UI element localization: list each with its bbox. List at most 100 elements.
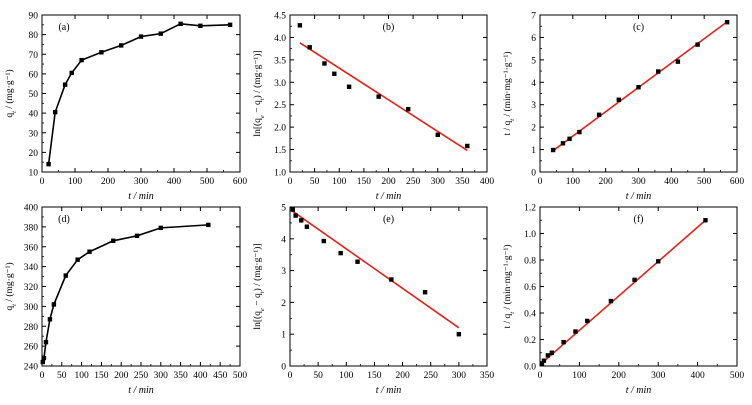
data-point bbox=[307, 45, 312, 50]
x-tick-label: 600 bbox=[233, 177, 248, 187]
chart-panel-a: 0 100 200 300 400 500 600 10 20 30 40 50 60 70 80 90 t /… bbox=[4, 12, 247, 203]
x-tick-label: 100 bbox=[68, 177, 83, 187]
y-tick-label: 5 bbox=[281, 204, 286, 214]
data-point bbox=[596, 112, 602, 118]
x-tick-label: 0 bbox=[40, 371, 45, 381]
data-point bbox=[227, 22, 233, 28]
data-point bbox=[539, 361, 545, 366]
y-tick-label: 1.5 bbox=[274, 146, 286, 156]
y-tick-label: 10 bbox=[29, 169, 39, 179]
data-point bbox=[561, 339, 566, 345]
y-axis-label: ln[(qe − qt) / (mg·g⁻¹)] bbox=[252, 50, 266, 136]
x-tick-label: 350 bbox=[455, 177, 470, 187]
data-point bbox=[456, 332, 462, 337]
data-point bbox=[304, 224, 310, 229]
data-point bbox=[573, 329, 578, 334]
data-point bbox=[675, 59, 681, 64]
y-tick-label: 2.0 bbox=[274, 124, 286, 134]
data-point bbox=[376, 94, 381, 99]
x-tick-label: 450 bbox=[213, 371, 228, 381]
y-axis-label: qt / (mg·g⁻¹) bbox=[4, 69, 18, 117]
data-point bbox=[656, 259, 661, 264]
data-point bbox=[435, 132, 440, 137]
y-tick-label: 1.0 bbox=[274, 169, 286, 179]
x-tick-label: 350 bbox=[480, 371, 495, 381]
y-tick-label: 0 bbox=[531, 169, 536, 179]
x-tick-label: 0 bbox=[538, 371, 543, 381]
y-tick-label: 80 bbox=[29, 31, 39, 41]
y-tick-label: 0.2 bbox=[524, 336, 536, 346]
x-tick-label: 300 bbox=[154, 371, 169, 381]
x-tick-label: 200 bbox=[599, 177, 614, 187]
x-tick-label: 500 bbox=[200, 177, 215, 187]
y-tick-label: 0.8 bbox=[524, 257, 536, 267]
data-point bbox=[134, 233, 140, 239]
fit-line bbox=[539, 219, 707, 366]
y-tick-label: 5 bbox=[531, 56, 536, 66]
x-tick-label: 250 bbox=[424, 371, 439, 381]
data-point bbox=[577, 129, 582, 135]
x-tick-label: 300 bbox=[631, 177, 646, 187]
y-tick-label: 280 bbox=[24, 323, 39, 333]
x-tick-label: 300 bbox=[431, 177, 446, 187]
x-tick-label: 300 bbox=[651, 371, 666, 381]
y-tick-label: 320 bbox=[24, 283, 39, 293]
data-point bbox=[724, 19, 730, 25]
y-tick-label: 0 bbox=[281, 363, 286, 373]
series-line bbox=[47, 23, 231, 165]
data-point bbox=[63, 273, 68, 278]
fit-line bbox=[290, 209, 460, 329]
data-point bbox=[158, 225, 163, 231]
data-point bbox=[53, 109, 58, 115]
chart-panel-e: 0 50 100 150 200 250 300 350 0 1 2 3 4 5 t / min ln[(qe… bbox=[252, 204, 494, 397]
data-point bbox=[389, 277, 394, 282]
x-tick-label: 200 bbox=[395, 371, 410, 381]
y-tick-label: 0.0 bbox=[524, 363, 536, 373]
y-tick-label: 4.0 bbox=[274, 34, 286, 44]
plot-frame bbox=[539, 14, 738, 173]
y-tick-label: 1.0 bbox=[524, 230, 536, 240]
x-axis-label: t / min bbox=[128, 385, 154, 396]
data-point bbox=[560, 141, 566, 146]
y-tick-label: 400 bbox=[24, 204, 39, 214]
x-tick-label: 400 bbox=[690, 371, 705, 381]
y-tick-label: 30 bbox=[29, 129, 39, 139]
x-tick-label: 300 bbox=[452, 371, 467, 381]
data-point bbox=[62, 82, 68, 87]
y-tick-label: 1 bbox=[531, 146, 536, 156]
data-point bbox=[422, 290, 428, 295]
data-point bbox=[585, 318, 590, 324]
panel-label: (b) bbox=[383, 22, 395, 33]
y-axis-label: qt / (mg·g⁻¹) bbox=[4, 262, 18, 310]
y-tick-label: 1.2 bbox=[524, 204, 536, 214]
data-point bbox=[40, 359, 45, 365]
x-tick-label: 200 bbox=[101, 177, 116, 187]
x-tick-label: 200 bbox=[381, 177, 396, 187]
panel-label: (f) bbox=[634, 214, 644, 225]
y-tick-label: 0.4 bbox=[524, 310, 536, 320]
data-point bbox=[51, 302, 57, 307]
data-point bbox=[46, 161, 51, 167]
chart-panel-d: 0 50 100 150 200 250 300 350 400 450 500 240 260 280 3… bbox=[4, 204, 247, 397]
x-tick-label: 400 bbox=[480, 177, 495, 187]
data-point bbox=[616, 97, 621, 102]
x-tick-label: 400 bbox=[167, 177, 182, 187]
data-point bbox=[69, 70, 74, 76]
chart-panel-c: 0 100 200 300 400 500 600 0 1 2 3 4 5 6 7 t / min t / qt… bbox=[502, 12, 744, 203]
y-tick-label: 360 bbox=[24, 243, 39, 253]
y-tick-label: 60 bbox=[29, 70, 39, 80]
x-tick-label: 0 bbox=[288, 177, 293, 187]
y-axis-label: t / qt / (min·mg⁻¹·g⁻¹) bbox=[502, 51, 516, 135]
y-tick-label: 7 bbox=[531, 12, 536, 22]
x-tick-label: 50 bbox=[313, 371, 323, 381]
data-point bbox=[541, 358, 547, 363]
x-tick-label: 150 bbox=[357, 177, 372, 187]
y-tick-label: 3.5 bbox=[274, 56, 286, 66]
data-point bbox=[158, 31, 163, 36]
data-point bbox=[695, 42, 700, 47]
x-tick-label: 250 bbox=[134, 371, 149, 381]
data-point bbox=[567, 136, 572, 142]
plot-frame bbox=[539, 206, 738, 367]
data-point bbox=[198, 23, 203, 28]
x-axis-label: t / min bbox=[626, 191, 652, 202]
